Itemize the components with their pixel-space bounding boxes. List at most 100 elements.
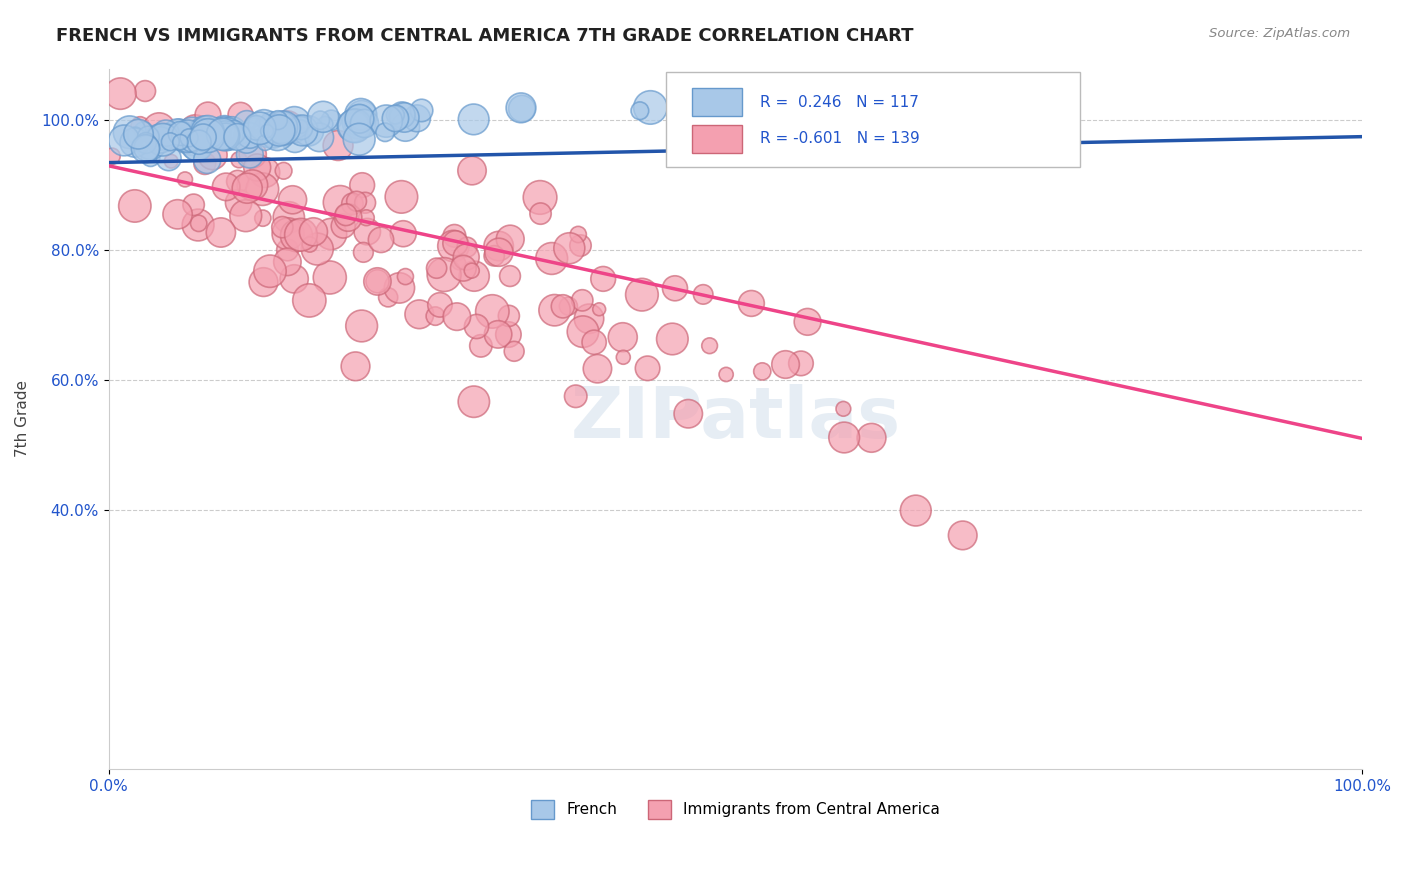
Point [214,118,236,132]
Point [217,126,239,140]
Point [215,135,238,149]
Point [319,227,342,241]
Point [499,268,522,283]
Point [221,124,243,138]
Point [503,344,526,359]
Point [243,123,266,137]
Point [226,174,249,188]
Point [152,133,174,147]
Point [411,103,433,118]
Point [447,256,470,270]
Point [197,108,219,122]
Point [366,274,388,288]
Point [456,250,478,264]
Point [307,242,329,256]
Point [277,211,299,225]
Point [263,128,285,143]
Point [236,181,259,195]
Text: Source: ZipAtlas.com: Source: ZipAtlas.com [1209,27,1350,40]
Point [692,287,714,301]
Point [270,120,292,135]
Point [266,127,288,141]
Point [426,261,449,276]
Point [586,361,609,376]
Point [394,120,416,134]
Point [287,118,309,132]
Point [904,503,927,517]
Point [135,136,157,150]
Point [408,307,430,321]
Point [273,163,295,178]
Point [699,339,721,353]
Point [510,101,533,115]
Legend: French, Immigrants from Central America: French, Immigrants from Central America [524,794,946,825]
Point [551,299,574,313]
Point [678,407,700,421]
Point [214,130,236,145]
Point [498,309,520,323]
Point [498,327,520,342]
Point [172,130,194,145]
Point [285,128,308,143]
Point [384,108,406,122]
Point [197,125,219,139]
Point [110,87,132,101]
Point [356,225,378,239]
Point [249,121,271,136]
Point [370,233,392,247]
Point [209,226,232,240]
Point [446,310,468,324]
Point [284,131,307,145]
Point [366,275,388,289]
Point [790,356,813,370]
Point [612,351,634,365]
Point [281,193,304,207]
Point [375,114,398,128]
Point [124,199,146,213]
Point [193,123,215,137]
Point [298,237,321,252]
Point [952,528,974,542]
Point [350,318,373,333]
Point [148,130,170,145]
Point [569,238,592,252]
Point [217,125,239,139]
Point [252,182,274,196]
Point [384,112,406,126]
Point [463,269,485,284]
Point [228,195,250,210]
Point [246,161,269,175]
Point [443,228,465,243]
Point [127,127,149,141]
Point [290,120,312,135]
Point [101,149,124,163]
Point [239,128,262,143]
Point [308,130,330,145]
Point [157,151,180,165]
Point [169,135,191,149]
Point [197,128,219,143]
Point [181,126,204,140]
Point [529,190,551,204]
Point [346,194,368,209]
Point [190,120,212,135]
Point [297,124,319,138]
Point [218,128,240,142]
Point [628,103,651,118]
Point [273,120,295,135]
Point [571,293,593,308]
Point [166,127,188,141]
Point [349,112,371,126]
Point [280,124,302,138]
Point [264,126,287,140]
Point [177,129,200,144]
Point [160,154,183,169]
Point [124,128,146,142]
Point [124,136,146,150]
Point [470,339,492,353]
Point [174,134,197,148]
Point [631,287,654,301]
Point [134,142,156,156]
Point [465,319,488,334]
Point [186,139,208,153]
